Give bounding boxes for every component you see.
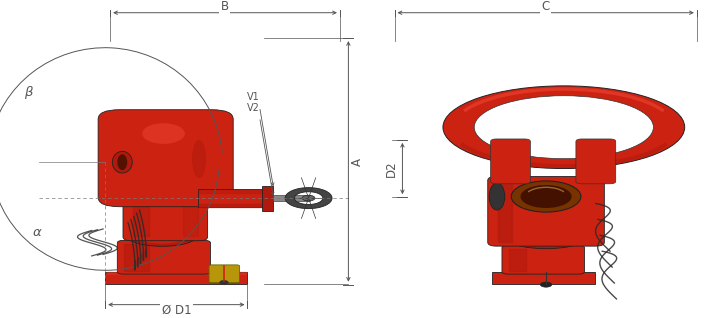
Text: B: B	[220, 1, 229, 13]
Ellipse shape	[112, 151, 132, 173]
Ellipse shape	[489, 183, 505, 210]
FancyBboxPatch shape	[502, 245, 584, 274]
FancyBboxPatch shape	[198, 189, 265, 207]
Circle shape	[540, 282, 552, 287]
Circle shape	[302, 195, 315, 201]
FancyBboxPatch shape	[488, 176, 604, 246]
FancyBboxPatch shape	[492, 272, 595, 284]
FancyBboxPatch shape	[209, 265, 240, 283]
Ellipse shape	[520, 185, 572, 208]
Text: Ø D1: Ø D1	[161, 304, 191, 316]
Ellipse shape	[512, 233, 580, 249]
Ellipse shape	[137, 228, 188, 244]
Text: α: α	[33, 226, 41, 238]
FancyBboxPatch shape	[98, 110, 233, 207]
Ellipse shape	[192, 140, 206, 178]
FancyBboxPatch shape	[117, 240, 210, 274]
Ellipse shape	[511, 181, 581, 212]
FancyBboxPatch shape	[123, 177, 208, 241]
Text: V2: V2	[247, 103, 260, 113]
FancyBboxPatch shape	[273, 195, 310, 201]
Ellipse shape	[474, 96, 653, 159]
Ellipse shape	[142, 123, 185, 144]
FancyBboxPatch shape	[576, 139, 616, 184]
FancyBboxPatch shape	[105, 272, 247, 284]
FancyBboxPatch shape	[491, 139, 530, 184]
Text: C: C	[541, 1, 550, 13]
Text: V1: V1	[247, 92, 260, 102]
Text: D2: D2	[385, 160, 397, 177]
Circle shape	[220, 280, 228, 284]
Text: β: β	[24, 86, 33, 99]
Ellipse shape	[127, 226, 197, 246]
Ellipse shape	[443, 86, 685, 169]
FancyBboxPatch shape	[262, 186, 273, 211]
Ellipse shape	[117, 154, 127, 170]
Text: A: A	[351, 158, 363, 166]
